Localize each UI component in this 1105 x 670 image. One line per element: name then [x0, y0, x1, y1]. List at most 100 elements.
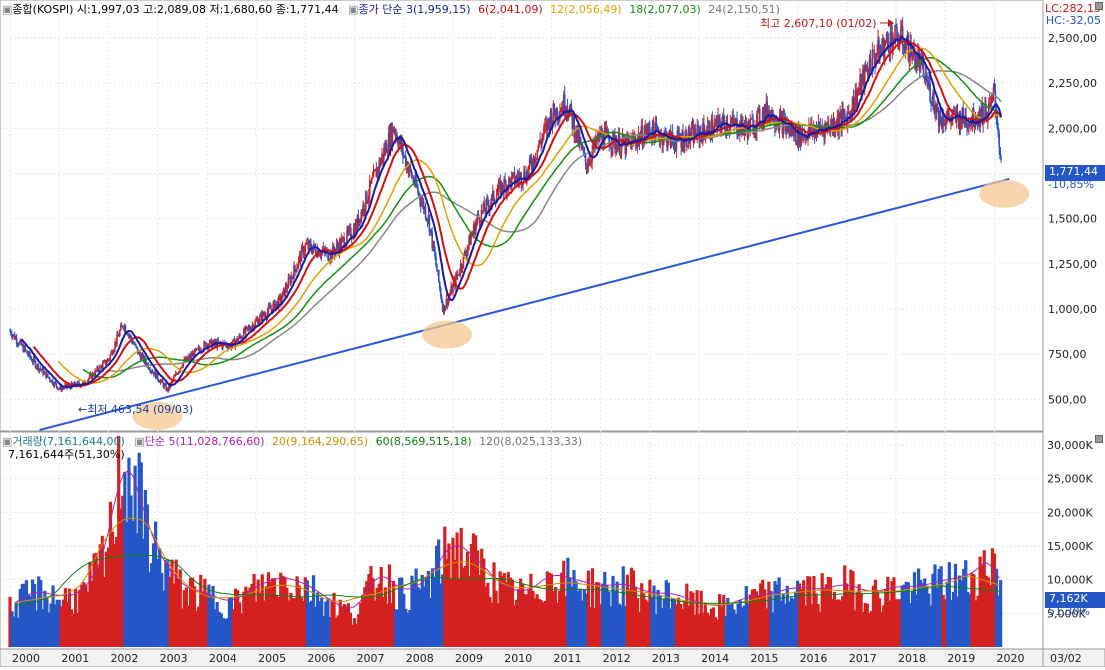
price-candle	[1000, 158, 1002, 161]
price-candle	[190, 354, 192, 359]
volume-bar	[215, 602, 219, 647]
price-candle	[172, 377, 175, 381]
volume-bar	[14, 602, 18, 647]
price-candle	[368, 180, 371, 196]
volume-bar	[545, 571, 549, 647]
price-candle	[858, 87, 860, 91]
price-candle	[889, 32, 892, 52]
price-candle	[594, 137, 596, 148]
price-candle	[284, 286, 287, 297]
price-candle	[16, 343, 19, 345]
price-candle	[999, 147, 1001, 159]
price-candle	[158, 381, 161, 383]
volume-panel-menu-icon[interactable]	[1095, 435, 1103, 443]
volume-bar	[266, 572, 271, 647]
price-candle	[12, 334, 15, 336]
volume-bar	[299, 597, 303, 647]
price-candle	[424, 207, 427, 219]
price-legend-main: 종합(KOSPI) 시:1,997,03 고:2,089,08 저:1,680,…	[12, 3, 339, 16]
price-candle	[646, 131, 648, 137]
volume-bar	[67, 588, 72, 647]
price-candle	[586, 165, 589, 170]
price-candle	[923, 77, 926, 79]
volume-bar	[445, 559, 449, 647]
price-candle	[668, 130, 671, 133]
volume-bar	[494, 590, 498, 647]
price-candle	[56, 386, 59, 390]
volume-bar	[478, 574, 482, 647]
price-candle	[528, 157, 531, 166]
price-candle	[393, 130, 396, 133]
volume-bar	[709, 608, 714, 647]
price-candle	[903, 49, 906, 54]
price-candle	[379, 160, 381, 166]
price-candle	[116, 334, 118, 345]
price-candle	[433, 241, 435, 252]
volume-bar	[754, 591, 759, 647]
price-candle	[984, 103, 986, 119]
volume-bar	[285, 587, 289, 647]
volume-bar	[687, 605, 691, 647]
price-candle	[964, 115, 966, 125]
price-candle	[659, 137, 662, 143]
price-candle	[276, 301, 278, 305]
price-candle	[241, 337, 243, 339]
volume-bar	[248, 587, 252, 647]
price-candle	[20, 340, 23, 346]
price-candle	[114, 341, 116, 350]
price-candle	[860, 74, 862, 91]
price-tick-label: 2,000,00	[1048, 122, 1097, 135]
price-candle	[678, 132, 681, 139]
volume-bar	[765, 608, 769, 647]
price-candle	[509, 177, 511, 180]
price-candle	[486, 199, 488, 201]
price-candle	[721, 123, 723, 132]
price-candle	[837, 116, 840, 131]
price-candle	[178, 370, 181, 372]
price-candle	[416, 185, 418, 188]
volume-bar	[572, 570, 576, 647]
price-candle	[443, 305, 446, 311]
price-candle	[382, 153, 384, 160]
price-candle	[940, 123, 943, 128]
price-candle	[751, 118, 753, 120]
panel-menu-icon[interactable]	[1095, 2, 1103, 10]
price-candle	[205, 342, 207, 348]
volume-bar	[92, 553, 96, 647]
price-candle	[985, 103, 987, 116]
volume-bar	[672, 598, 677, 647]
price-candle	[779, 113, 782, 116]
volume-bar	[151, 543, 156, 647]
price-candle	[728, 129, 731, 131]
price-candle	[818, 122, 821, 126]
volume-bar	[662, 598, 666, 647]
price-candle	[227, 345, 230, 349]
volume-bar	[26, 594, 31, 647]
volume-bar	[644, 599, 648, 647]
price-candle	[314, 244, 316, 248]
volume-bar	[443, 526, 447, 647]
price-candle	[441, 301, 444, 311]
price-candle	[613, 131, 615, 136]
price-candle	[750, 118, 752, 120]
volume-bar	[430, 568, 435, 647]
price-candle	[978, 112, 981, 126]
volume-bar	[236, 590, 240, 647]
price-candle	[68, 384, 71, 387]
volume-bar	[878, 598, 882, 647]
price-candle	[501, 182, 504, 190]
price-candle	[942, 116, 945, 126]
volume-bar	[970, 573, 974, 647]
price-candle	[307, 242, 309, 249]
volume-bar	[188, 578, 193, 647]
price-candle	[50, 379, 53, 383]
volume-bar	[679, 604, 683, 647]
price-candle	[48, 376, 50, 378]
price-candle	[546, 118, 549, 131]
volume-bar	[219, 613, 223, 647]
price-candle	[475, 219, 478, 225]
price-candle	[91, 373, 94, 379]
volume-bar	[154, 521, 158, 647]
volume-bar	[785, 585, 789, 647]
